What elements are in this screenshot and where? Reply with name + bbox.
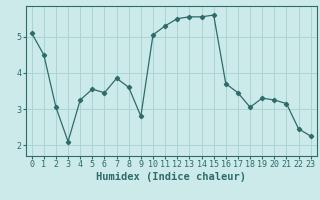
X-axis label: Humidex (Indice chaleur): Humidex (Indice chaleur) [96,172,246,182]
